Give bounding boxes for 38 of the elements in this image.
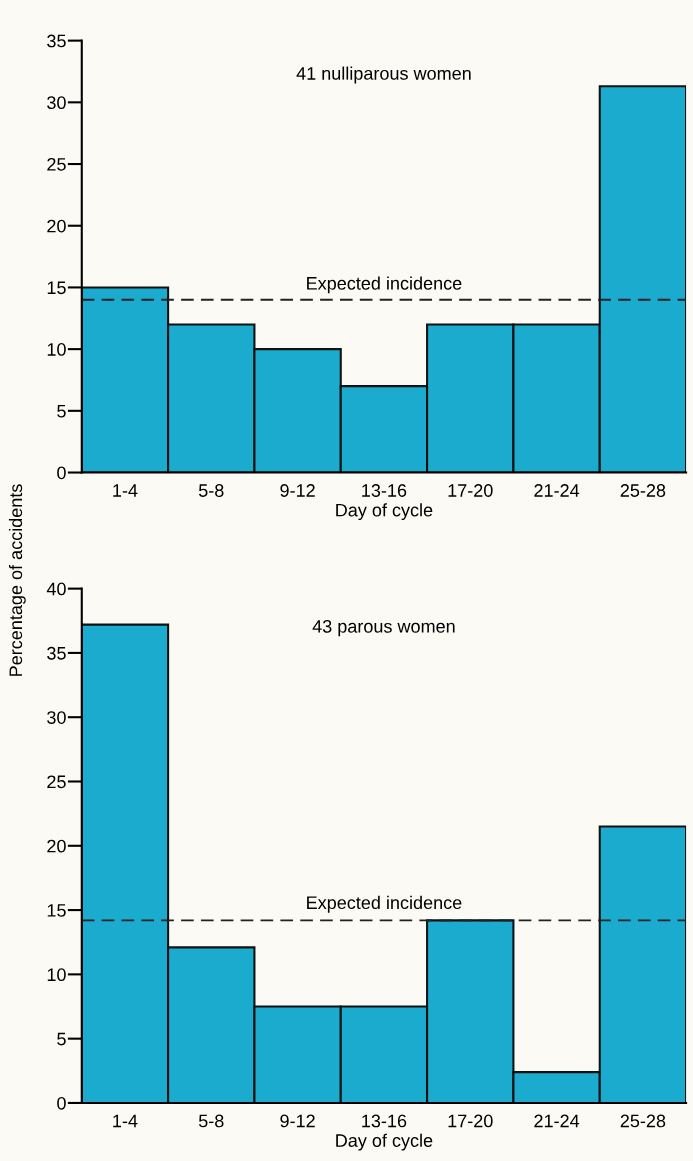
y-tick-label: 30 [47,96,66,110]
y-tick-label: 15 [47,281,66,295]
x-tick-label: 17-20 [448,484,493,497]
x-tick-label: 5-8 [198,484,224,497]
y-tick-label: 10 [47,343,66,356]
y-tick-label: 25 [47,157,66,171]
y-tick-label: 5 [57,1032,66,1046]
x-tick-label: 21-24 [534,484,580,497]
y-axis-title: Percentage of accidents [8,484,26,676]
x-tick-label: 21-24 [534,1114,580,1128]
y-tick-label: 35 [47,646,66,660]
y-tick-label: 15 [47,904,66,917]
x-tick-label: 5-8 [198,1114,224,1128]
x-tick-label: 13-16 [362,1114,407,1128]
x-tick-label: 1-4 [113,484,138,497]
x-tick-label: 25-28 [620,1114,666,1128]
x-tick-label: 25-28 [620,484,666,497]
y-tick-label: 30 [47,711,66,724]
x-tick-label: 9-12 [280,1114,315,1128]
y-tick-label: 10 [47,968,66,982]
y-tick-label: 0 [57,1096,66,1110]
x-axis-title: Day of cycle [336,503,433,521]
y-tick-label: 0 [57,466,66,480]
y-tick-label: 5 [57,404,66,418]
y-tick-label: 20 [47,219,66,233]
x-tick-label: 13-16 [362,484,407,497]
text: 43 parous women [312,619,455,637]
y-tick-label: 25 [47,775,66,789]
x-axis-title: Day of cycle [336,1133,433,1151]
y-tick-label: 35 [47,34,66,48]
text: 41 nulliparous women [296,66,471,84]
x-tick-label: 9-12 [280,484,315,497]
x-tick-label: 1-4 [113,1114,138,1128]
y-tick-label: 40 [46,582,66,596]
y-tick-label: 20 [47,839,66,853]
ref-line-label: Expected incidence [307,276,462,294]
ref-line-label: Expected incidence [307,895,462,913]
x-tick-label: 17-20 [448,1114,493,1128]
